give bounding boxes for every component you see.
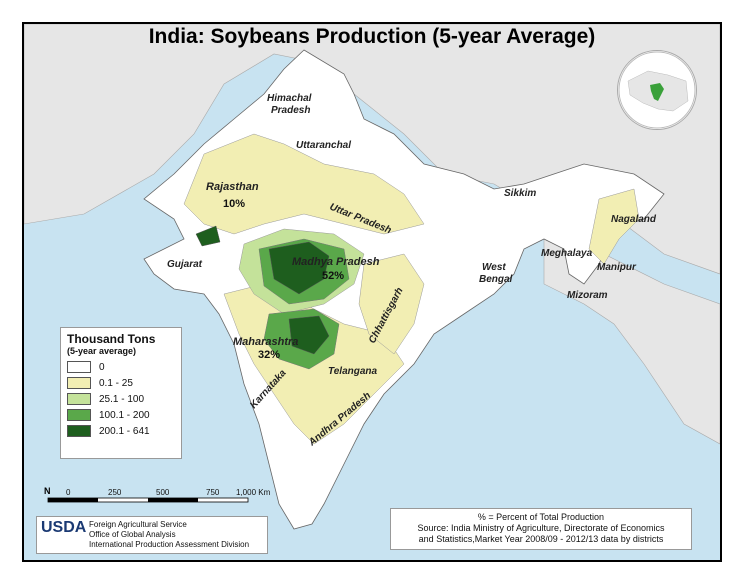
- label-rajasthan: Rajasthan: [206, 181, 259, 193]
- legend-label: 25.1 - 100: [99, 393, 145, 405]
- label-himachal: Himachal: [267, 93, 312, 104]
- label-mizoram: Mizoram: [567, 290, 608, 301]
- legend-swatch: [67, 377, 91, 389]
- legend-label: 200.1 - 641: [99, 425, 150, 437]
- label-uttaranchal: Uttaranchal: [296, 140, 351, 151]
- legend-label: 0: [99, 361, 105, 373]
- zone-low-east: [358, 253, 425, 355]
- east-land: [543, 233, 720, 445]
- label-sikkim: Sikkim: [504, 188, 536, 199]
- legend-swatch: [67, 425, 91, 437]
- legend-label: 100.1 - 200: [99, 409, 150, 421]
- india-map: Himachal Pradesh Uttaranchal Rajasthan 1…: [24, 24, 720, 530]
- scale-tick-500: 500: [156, 488, 170, 497]
- source-line-1: % = Percent of Total Production: [477, 512, 605, 522]
- zone-ne: [588, 188, 640, 265]
- zone-gujarat-top: [195, 225, 221, 247]
- legend-item: 200.1 - 641: [67, 423, 175, 439]
- zone-top-mh: [288, 315, 330, 355]
- label-west-bengal-2: Bengal: [479, 274, 513, 285]
- label-nagaland: Nagaland: [611, 214, 657, 225]
- label-maharashtra: Maharashtra: [233, 336, 298, 348]
- label-madhya-pradesh: Madhya Pradesh: [292, 256, 380, 268]
- label-telangana: Telangana: [328, 366, 378, 377]
- usda-logo: USDA: [41, 519, 87, 536]
- credit-line: Office of Global Analysis: [89, 530, 176, 539]
- legend-label: 0.1 - 25: [99, 377, 133, 389]
- legend-item: 25.1 - 100: [67, 391, 175, 407]
- globe-inset: [617, 50, 697, 130]
- credit-line: International Production Assessment Divi…: [89, 540, 250, 549]
- scale-tick-750: 750: [206, 488, 220, 497]
- source-line-3: and Statistics,Market Year 2008/09 - 201…: [418, 534, 664, 544]
- globe-svg: [618, 51, 696, 129]
- label-manipur: Manipur: [597, 262, 637, 273]
- usda-credit-box: USDA Foreign Agricultural Service Office…: [36, 516, 268, 554]
- label-maharashtra-pct: 32%: [258, 349, 280, 361]
- north-arrow: N: [44, 486, 51, 496]
- zone-top: [268, 241, 330, 295]
- label-west-bengal: West: [482, 262, 506, 273]
- credit-line: Foreign Agricultural Service: [89, 520, 187, 529]
- scale-labels: 0 250 500 750 1,000 Km: [56, 488, 276, 516]
- scale-tick-1000: 1,000 Km: [236, 488, 271, 497]
- scale-tick-0: 0: [66, 488, 71, 497]
- source-box: % = Percent of Total Production Source: …: [390, 508, 692, 550]
- source-line-2: Source: India Ministry of Agriculture, D…: [417, 523, 665, 533]
- map-title: India: Soybeans Production (5-year Avera…: [148, 25, 596, 48]
- label-madhya-pradesh-pct: 52%: [322, 270, 344, 282]
- legend-item: 0.1 - 25: [67, 375, 175, 391]
- legend-swatch: [67, 393, 91, 405]
- legend-item: 100.1 - 200: [67, 407, 175, 423]
- scale-bar: [47, 497, 249, 503]
- legend-subtitle: (5-year average): [67, 346, 137, 356]
- legend-swatch: [67, 361, 91, 373]
- label-rajasthan-pct: 10%: [223, 198, 245, 210]
- legend-swatch: [67, 409, 91, 421]
- legend-item: 0: [67, 359, 175, 375]
- label-himachal-2: Pradesh: [271, 105, 310, 116]
- legend: Thousand Tons (5-year average) 0 0.1 - 2…: [60, 327, 182, 459]
- legend-title: Thousand Tons: [67, 332, 156, 346]
- label-meghalaya: Meghalaya: [541, 248, 593, 259]
- scale-tick-250: 250: [108, 488, 122, 497]
- credit-lines: Foreign Agricultural Service Office of G…: [89, 520, 249, 550]
- label-gujarat: Gujarat: [167, 259, 203, 270]
